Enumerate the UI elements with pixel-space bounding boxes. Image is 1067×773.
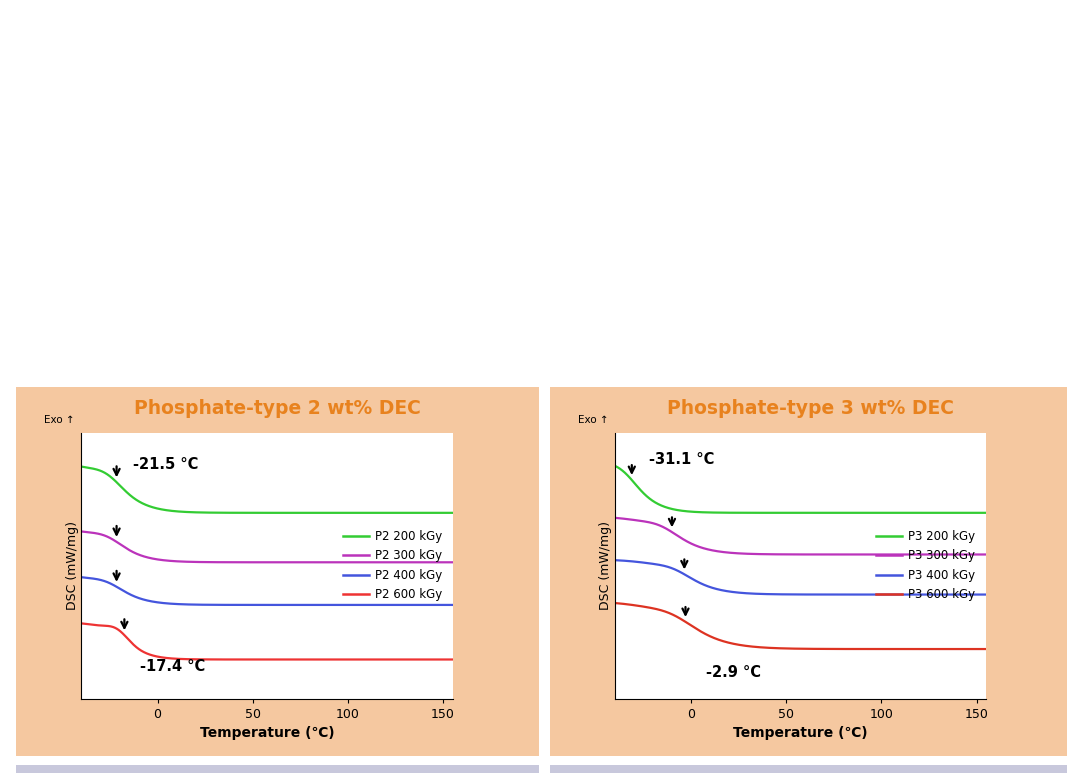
P2 200 kGy [234, 508, 246, 517]
P3 200 kGy [810, 508, 823, 517]
Text: Phosphate-type 3 wt% DEC: Phosphate-type 3 wt% DEC [668, 400, 954, 418]
P2 400 kGy [71, 572, 84, 581]
P3 400 kGy [767, 590, 780, 599]
P3 200 kGy [731, 508, 744, 517]
P2 200 kGy [446, 508, 459, 517]
P3 200 kGy [605, 460, 618, 469]
P2 300 kGy [197, 557, 210, 567]
Line: P3 400 kGy: P3 400 kGy [611, 560, 986, 594]
P3 300 kGy [668, 529, 681, 538]
P2 600 kGy [71, 618, 84, 628]
Line: P2 400 kGy: P2 400 kGy [78, 577, 452, 605]
P3 200 kGy [980, 508, 992, 517]
P2 200 kGy [71, 461, 84, 471]
P3 400 kGy [980, 590, 992, 599]
P2 300 kGy [121, 544, 133, 553]
P2 600 kGy [197, 655, 210, 664]
P2 300 kGy [268, 557, 281, 567]
P3 300 kGy [801, 550, 814, 559]
Legend: P3 200 kGy, P3 300 kGy, P3 400 kGy, P3 600 kGy: P3 200 kGy, P3 300 kGy, P3 400 kGy, P3 6… [872, 525, 981, 606]
P3 600 kGy [767, 643, 780, 652]
P2 400 kGy [121, 588, 133, 598]
P3 200 kGy [767, 508, 780, 517]
Text: -21.5 °C: -21.5 °C [132, 457, 198, 472]
P2 200 kGy [268, 508, 281, 517]
Y-axis label: DSC (mW/mg): DSC (mW/mg) [65, 521, 79, 610]
X-axis label: Temperature (℃): Temperature (℃) [200, 727, 334, 741]
P2 300 kGy [71, 526, 84, 536]
Line: P3 300 kGy: P3 300 kGy [611, 517, 986, 554]
P3 200 kGy [668, 505, 681, 514]
Line: P2 600 kGy: P2 600 kGy [78, 623, 452, 659]
Text: -2.9 °C: -2.9 °C [706, 665, 761, 679]
P3 600 kGy [801, 644, 814, 653]
P2 300 kGy [276, 557, 289, 567]
P3 300 kGy [980, 550, 992, 559]
Line: P2 200 kGy: P2 200 kGy [78, 466, 452, 512]
P2 200 kGy [134, 498, 147, 507]
P3 200 kGy [801, 508, 814, 517]
P3 300 kGy [731, 549, 744, 558]
P3 600 kGy [668, 611, 681, 620]
Line: P3 600 kGy: P3 600 kGy [611, 603, 986, 649]
P2 600 kGy [276, 655, 289, 664]
P2 300 kGy [134, 550, 147, 560]
P2 400 kGy [234, 601, 246, 610]
P3 400 kGy [654, 560, 667, 570]
Text: Exo ↑: Exo ↑ [577, 414, 608, 424]
P3 600 kGy [980, 645, 992, 654]
P2 600 kGy [268, 655, 281, 664]
P2 600 kGy [134, 645, 147, 655]
P2 400 kGy [197, 600, 210, 609]
P3 300 kGy [605, 512, 618, 522]
P2 600 kGy [121, 634, 133, 643]
Line: P2 300 kGy: P2 300 kGy [78, 531, 452, 562]
P3 400 kGy [668, 564, 681, 574]
P2 200 kGy [276, 508, 289, 517]
P3 300 kGy [654, 521, 667, 530]
P3 600 kGy [605, 598, 618, 608]
P3 200 kGy [654, 501, 667, 510]
Legend: P2 200 kGy, P2 300 kGy, P2 400 kGy, P2 600 kGy: P2 200 kGy, P2 300 kGy, P2 400 kGy, P2 6… [338, 525, 447, 606]
P2 400 kGy [276, 601, 289, 610]
P2 300 kGy [446, 557, 459, 567]
Text: Exo ↑: Exo ↑ [44, 414, 75, 424]
P2 200 kGy [121, 488, 133, 497]
P2 400 kGy [446, 601, 459, 610]
P3 600 kGy [731, 640, 744, 649]
Text: -17.4 °C: -17.4 °C [141, 659, 206, 674]
P3 400 kGy [810, 590, 823, 599]
Text: -31.1 °C: -31.1 °C [649, 451, 715, 467]
Line: P3 200 kGy: P3 200 kGy [611, 465, 986, 512]
P2 600 kGy [446, 655, 459, 664]
P2 600 kGy [234, 655, 246, 664]
X-axis label: Temperature (℃): Temperature (℃) [733, 727, 867, 741]
Text: Phosphate-type 2 wt% DEC: Phosphate-type 2 wt% DEC [134, 400, 420, 418]
P3 600 kGy [654, 605, 667, 615]
P2 300 kGy [234, 557, 246, 567]
P3 400 kGy [731, 588, 744, 598]
P3 300 kGy [767, 550, 780, 559]
P3 400 kGy [801, 590, 814, 599]
P2 400 kGy [134, 594, 147, 604]
P2 400 kGy [268, 601, 281, 610]
Y-axis label: DSC (mW/mg): DSC (mW/mg) [599, 521, 612, 610]
P3 400 kGy [605, 555, 618, 564]
P3 300 kGy [810, 550, 823, 559]
P2 200 kGy [197, 508, 210, 517]
P3 600 kGy [810, 644, 823, 653]
